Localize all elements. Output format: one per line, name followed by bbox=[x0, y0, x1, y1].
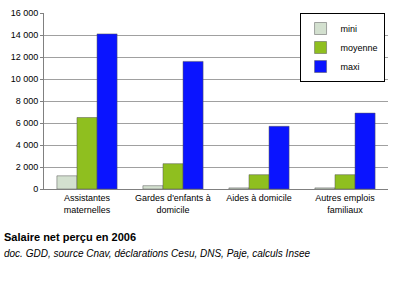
svg-text:maxi: maxi bbox=[341, 62, 360, 72]
svg-text:12 000: 12 000 bbox=[11, 52, 39, 62]
svg-text:Assistantesmaternelles: Assistantesmaternelles bbox=[64, 193, 111, 215]
svg-text:6 000: 6 000 bbox=[16, 118, 39, 128]
svg-text:mini: mini bbox=[341, 24, 358, 34]
svg-text:moyenne: moyenne bbox=[341, 43, 378, 53]
svg-text:4 000: 4 000 bbox=[16, 140, 39, 150]
svg-text:Gardes d'enfants àdomicile: Gardes d'enfants àdomicile bbox=[135, 193, 211, 215]
svg-text:2 000: 2 000 bbox=[16, 162, 39, 172]
svg-text:10 000: 10 000 bbox=[11, 74, 39, 84]
svg-text:Autres emploisfamiliaux: Autres emploisfamiliaux bbox=[315, 193, 375, 215]
svg-text:Salaire net perçu en 2006: Salaire net perçu en 2006 bbox=[4, 231, 136, 243]
svg-text:0: 0 bbox=[33, 184, 38, 194]
svg-text:doc. GDD, source Cnav, déclara: doc. GDD, source Cnav, déclarations Cesu… bbox=[4, 248, 310, 259]
svg-text:16 000: 16 000 bbox=[11, 8, 39, 18]
svg-text:8 000: 8 000 bbox=[16, 96, 39, 106]
svg-text:14 000: 14 000 bbox=[11, 30, 39, 40]
svg-text:Aides à domicile: Aides à domicile bbox=[226, 193, 292, 203]
